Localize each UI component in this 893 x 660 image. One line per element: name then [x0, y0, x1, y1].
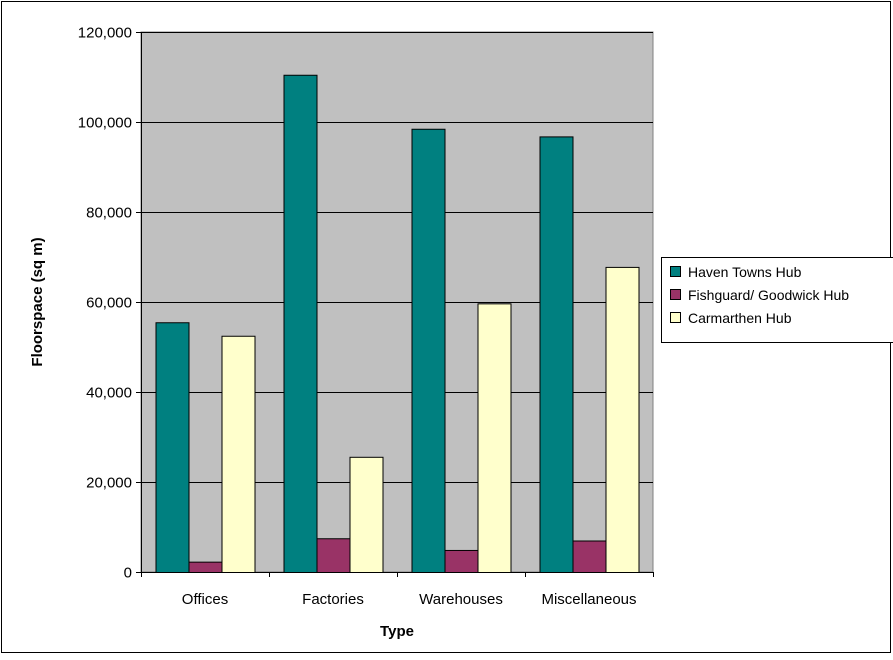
legend-swatch — [671, 267, 681, 277]
legend-label: Carmarthen Hub — [688, 310, 792, 326]
legend: Haven Towns Hub Fishguard/ Goodwick Hub Ca… — [662, 258, 893, 343]
bar — [412, 129, 445, 572]
x-tick-label: Offices — [182, 591, 228, 608]
y-tick-label: 60,000 — [86, 295, 132, 312]
y-tick-label: 20,000 — [86, 475, 132, 492]
bar — [606, 267, 639, 572]
y-tick-label: 80,000 — [86, 205, 132, 222]
legend-swatch — [671, 313, 681, 323]
legend-label: Haven Towns Hub — [688, 264, 802, 280]
bar — [478, 304, 511, 573]
y-tick-label: 100,000 — [78, 115, 132, 132]
bar — [445, 550, 478, 572]
y-axis-title: Floorspace (sq m) — [29, 237, 46, 366]
x-tick-label: Factories — [302, 591, 364, 608]
y-tick-label: 120,000 — [78, 25, 132, 42]
legend-label: Fishguard/ Goodwick Hub — [688, 287, 849, 303]
x-tick-label: Warehouses — [419, 591, 503, 608]
legend-swatch — [671, 290, 681, 300]
bar — [573, 541, 606, 573]
x-axis-title: Type — [380, 623, 414, 640]
x-tick-label: Miscellaneous — [541, 591, 636, 608]
bar — [540, 137, 573, 573]
bar — [317, 539, 350, 573]
bar — [189, 562, 222, 572]
bar — [156, 323, 189, 573]
y-tick-label: 0 — [124, 565, 132, 582]
bar — [222, 336, 255, 572]
bar — [284, 75, 317, 572]
bar — [350, 457, 383, 572]
y-tick-label: 40,000 — [86, 385, 132, 402]
